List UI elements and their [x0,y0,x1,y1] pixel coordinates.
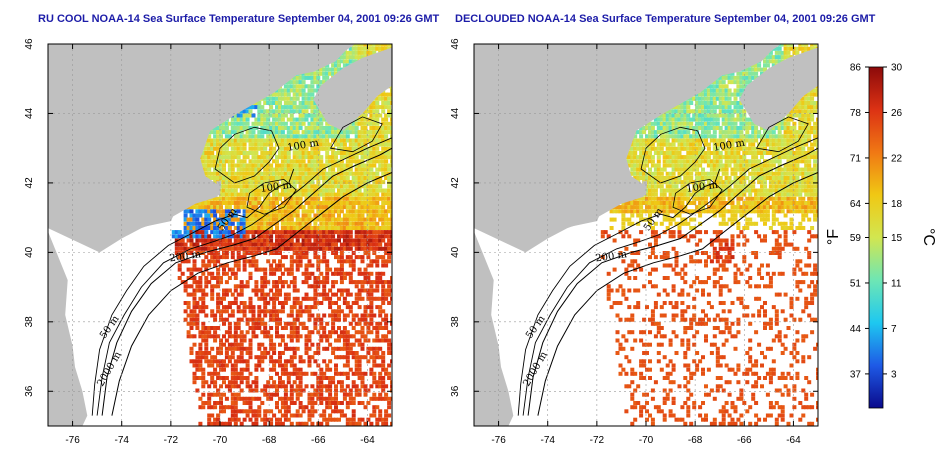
x-tick-label: -74 [540,435,555,446]
fahrenheit-tick-label: 64 [850,199,862,210]
contour-label: 100 m [260,180,293,195]
colorbar-gradient [868,66,884,409]
celsius-tick-label: 22 [891,153,903,164]
x-tick-label: -68 [262,435,277,446]
y-tick-label: 38 [450,316,461,328]
x-tick-label: -68 [688,435,703,446]
lat-lon-grid [48,44,392,426]
fahrenheit-tick-label: 78 [850,108,862,119]
fahrenheit-tick-label: 71 [850,153,862,164]
y-tick-label: 40 [24,246,35,258]
y-tick-label: 36 [450,385,461,397]
celsius-tick-label: 18 [891,199,903,210]
x-tick-label: -72 [590,435,605,446]
bathymetry-contours [517,116,818,416]
land-mass [474,44,818,426]
contour-label: 100 m [686,180,719,195]
celsius-tick-label: 11 [891,278,902,289]
x-tick-label: -66 [311,435,326,446]
x-tick-label: -70 [213,435,228,446]
panel-title: DECLOUDED NOAA-14 Sea Surface Temperatur… [455,13,876,25]
y-tick-label: 46 [24,38,35,50]
contour-label: 200 m [169,249,202,264]
x-tick-label: -76 [491,435,506,446]
x-tick-label: -66 [737,435,752,446]
axis-ticks: -76 -74 -72 -70 -68 -66 -64 36 38 40 42 44 46 [450,38,818,446]
y-tick-label: 44 [450,107,461,119]
axis-ticks: -76 -74 -72 -70 -68 -66 -64 36 38 40 42 44 46 [24,38,392,446]
y-tick-label: 42 [450,177,461,189]
fahrenheit-tick-label: 51 [850,278,862,289]
fahrenheit-tick-label: 37 [850,369,862,380]
land-mass [48,44,392,426]
x-tick-label: -70 [639,435,654,446]
fahrenheit-tick-label: 59 [850,233,862,244]
colorbar: 86 30 78 26 71 22 64 18 59 15 51 11 44 7 37 3 °F °C [825,63,937,409]
celsius-tick-label: 3 [891,369,897,380]
y-tick-label: 46 [450,38,461,50]
celsius-tick-label: 7 [891,324,897,335]
celsius-tick-label: 30 [891,63,903,74]
x-tick-label: -72 [164,435,179,446]
bathymetry-contours [91,116,392,416]
lat-lon-grid [474,44,818,426]
y-tick-label: 42 [24,177,35,189]
y-tick-label: 38 [24,316,35,328]
fahrenheit-tick-label: 44 [850,324,862,335]
celsius-tick-label: 15 [891,233,903,244]
y-tick-label: 36 [24,385,35,397]
y-tick-label: 44 [24,107,35,119]
fahrenheit-tick-label: 86 [850,63,862,74]
contour-label: 200 m [595,249,628,264]
fahrenheit-unit-label: °F [825,229,842,245]
x-tick-label: -76 [65,435,80,446]
x-tick-label: -64 [360,435,375,446]
celsius-tick-label: 26 [891,108,903,119]
x-tick-label: -74 [114,435,129,446]
panel-title: RU COOL NOAA-14 Sea Surface Temperature … [38,13,440,25]
x-tick-label: -64 [786,435,801,446]
y-tick-label: 40 [450,246,461,258]
celsius-unit-label: °C [920,228,937,246]
